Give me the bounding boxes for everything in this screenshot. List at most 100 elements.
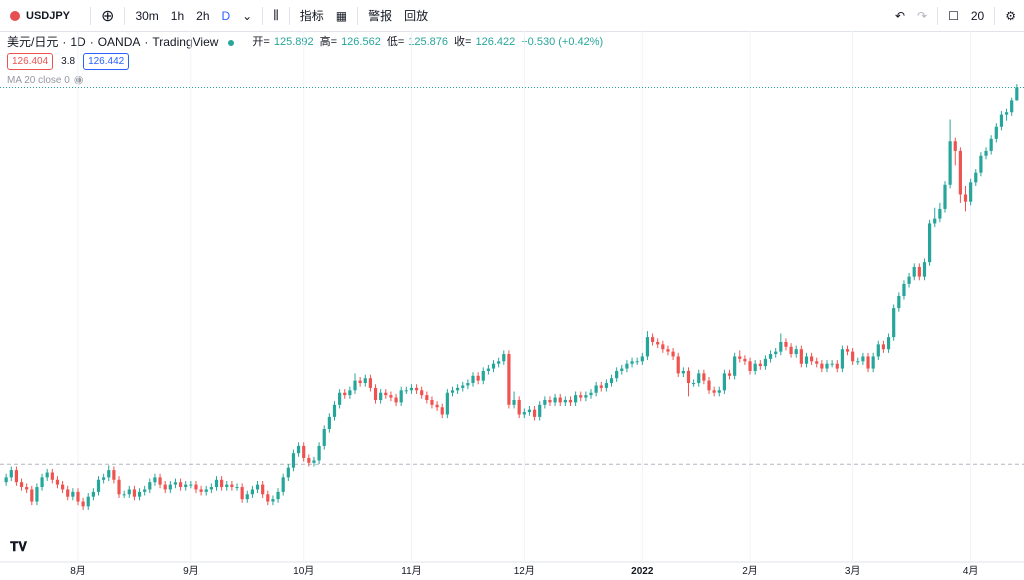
candle-body [358, 380, 362, 384]
candle-body [430, 399, 434, 405]
candle-body [692, 383, 696, 385]
candle-body [4, 477, 8, 483]
candle-body [322, 429, 326, 446]
candle-body [640, 356, 644, 362]
candle-body [763, 358, 768, 367]
candle-body [804, 356, 809, 364]
candle-body [338, 392, 342, 405]
settings[interactable]: ⚙ [1005, 8, 1016, 23]
ohlc-label: 高= [319, 36, 338, 48]
candle-body [820, 363, 824, 369]
candle-body [261, 484, 265, 495]
candle-body [55, 479, 60, 485]
candle-body [845, 349, 850, 352]
candle-body [794, 349, 798, 355]
candle-body [543, 399, 547, 405]
chart-style[interactable]: ⫼ [273, 8, 279, 22]
candle-body [168, 484, 172, 490]
candle-body [220, 479, 224, 488]
symbol[interactable]: USDJPY [26, 9, 71, 22]
ask[interactable]: 126.442 [83, 53, 130, 70]
candle-body [255, 484, 260, 490]
interval[interactable]: D [221, 8, 231, 23]
interval-menu[interactable]: ⌄ [242, 8, 253, 23]
candle-body [558, 397, 562, 403]
candle-body [225, 484, 229, 488]
candle-body [445, 392, 449, 415]
candle-body [86, 496, 90, 507]
candle-body [584, 395, 588, 398]
candle-body [871, 356, 875, 369]
ohlc-value: 125.876 [408, 36, 449, 48]
candle-body [722, 373, 726, 391]
ohlc-label: 开= [252, 36, 270, 48]
candle-body [25, 487, 29, 490]
candle-body [861, 356, 865, 362]
candle-body [194, 484, 198, 490]
candle-body [527, 409, 532, 413]
candle-body [286, 467, 290, 478]
candle-body [933, 218, 937, 224]
alert[interactable]: 警报 [368, 9, 393, 23]
candle-body [163, 484, 167, 490]
candle-body [461, 385, 465, 388]
change: +0.530 (+0.42%) [521, 36, 604, 48]
candle-body [491, 363, 496, 369]
candle-body [19, 482, 24, 488]
x-tick-label: 3月 [845, 565, 861, 577]
candle-body [1010, 100, 1014, 113]
candle-body [435, 404, 439, 408]
undo[interactable]: ↶ [894, 8, 906, 23]
candle-body [327, 416, 331, 429]
redo[interactable]: ↷ [917, 8, 928, 23]
candle-body [30, 489, 34, 502]
pair-name: 美元/日元 [7, 35, 59, 49]
candle-body [840, 349, 844, 369]
candle-body [784, 341, 788, 347]
interval[interactable]: 30m [135, 8, 159, 23]
candle-body [517, 399, 521, 415]
candle-body [825, 363, 829, 369]
candle-body [620, 368, 624, 371]
plot: 8月 9月 10月 11月 12月 2022 2月 3月 4月 [0, 31, 1024, 577]
spread: 3.8 [61, 56, 76, 67]
layout-count[interactable]: 20 [970, 8, 985, 23]
templates[interactable]: ▦ [335, 8, 348, 23]
candle-body [307, 458, 311, 463]
interval[interactable]: 1h [170, 8, 185, 23]
indicators[interactable]: 指标 [299, 9, 324, 23]
candle-body [189, 484, 193, 486]
candle-body [450, 390, 455, 393]
candle-body [440, 407, 444, 415]
toolbar: USDJPY ⊕ 30m 1h 2h D ⌄ ⫼ 指标 ▦ 警报 回放 ↶ ↷ … [0, 0, 1024, 32]
candle-body [107, 470, 111, 478]
bid[interactable]: 126.404 [7, 53, 54, 70]
candle-body [173, 482, 178, 485]
candle-body [876, 344, 880, 357]
candle-body [994, 126, 998, 139]
candle-body [835, 363, 839, 369]
ohlc-label: 收= [454, 36, 472, 48]
add-symbol[interactable]: ⊕ [101, 7, 115, 25]
candle-body [953, 141, 957, 151]
candle-body [738, 356, 742, 359]
candle-body [389, 395, 393, 398]
replay[interactable]: 回放 [404, 9, 429, 23]
candle-body [466, 383, 470, 386]
candle-body [66, 489, 70, 497]
candle-body [676, 356, 680, 374]
candle-body [296, 445, 301, 454]
x-tick-label: 2022 [631, 566, 654, 577]
interval[interactable]: 2h [196, 8, 210, 23]
candle-body [476, 375, 480, 381]
candle-body [91, 491, 95, 497]
candle-body [650, 337, 655, 342]
candle-body [368, 378, 373, 388]
exchange: OANDA [97, 35, 141, 49]
candle-body [122, 494, 126, 496]
fullscreen[interactable]: ☐ [948, 8, 959, 23]
chart: 8月 9月 10月 11月 12月 2022 2月 3月 4月 𝐓𝐕 [0, 31, 1024, 577]
candle-body [548, 399, 552, 403]
candle-body [712, 390, 716, 393]
candle-body [574, 395, 578, 403]
